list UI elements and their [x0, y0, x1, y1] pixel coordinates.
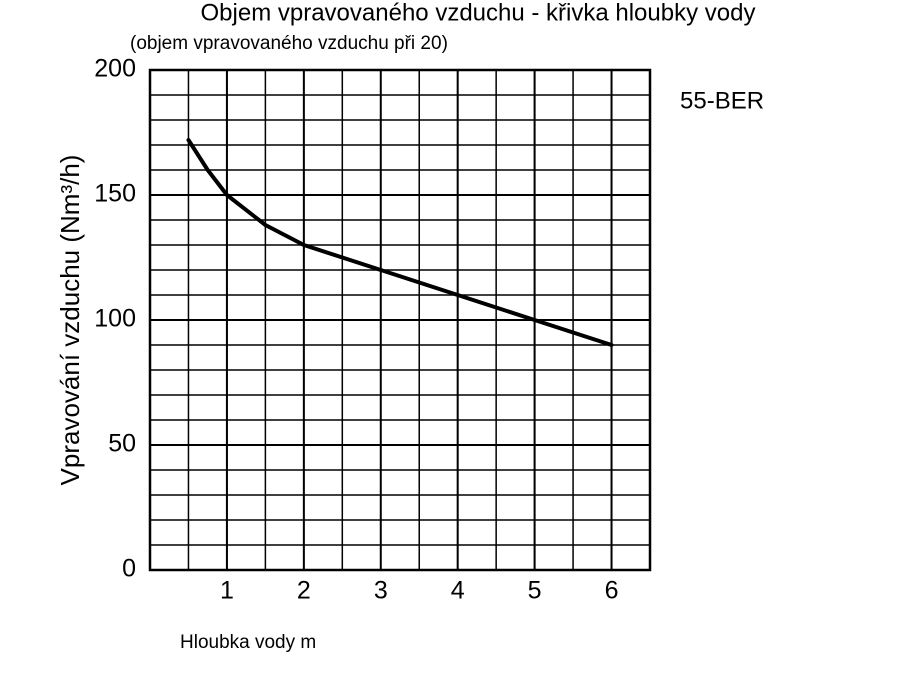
annotation: 55-BER [680, 87, 764, 114]
x-tick-label: 1 [220, 577, 234, 605]
plot-frame [148, 68, 652, 572]
data-line [186, 138, 614, 347]
y-tick-label: 0 [122, 555, 136, 583]
x-tick-label: 5 [528, 577, 542, 605]
y-axis-label: Vpravování vzduchu (Nm³/h) [55, 155, 85, 486]
chart-title: Objem vpravovaného vzduchu - křivka hlou… [201, 0, 756, 26]
y-tick-label: 100 [94, 305, 136, 333]
x-tick-label: 2 [297, 577, 311, 605]
x-tick-label: 3 [374, 577, 388, 605]
x-tick-label: 6 [605, 577, 619, 605]
y-tick-label: 150 [94, 180, 136, 208]
y-tick-label: 50 [108, 430, 136, 458]
chart-subtitle: (objem vpravovaného vzduchu při 20) [130, 33, 448, 54]
x-axis-label: Hloubka vody m [180, 632, 316, 653]
y-tick-label: 200 [94, 55, 136, 83]
x-tick-label: 4 [451, 577, 465, 605]
